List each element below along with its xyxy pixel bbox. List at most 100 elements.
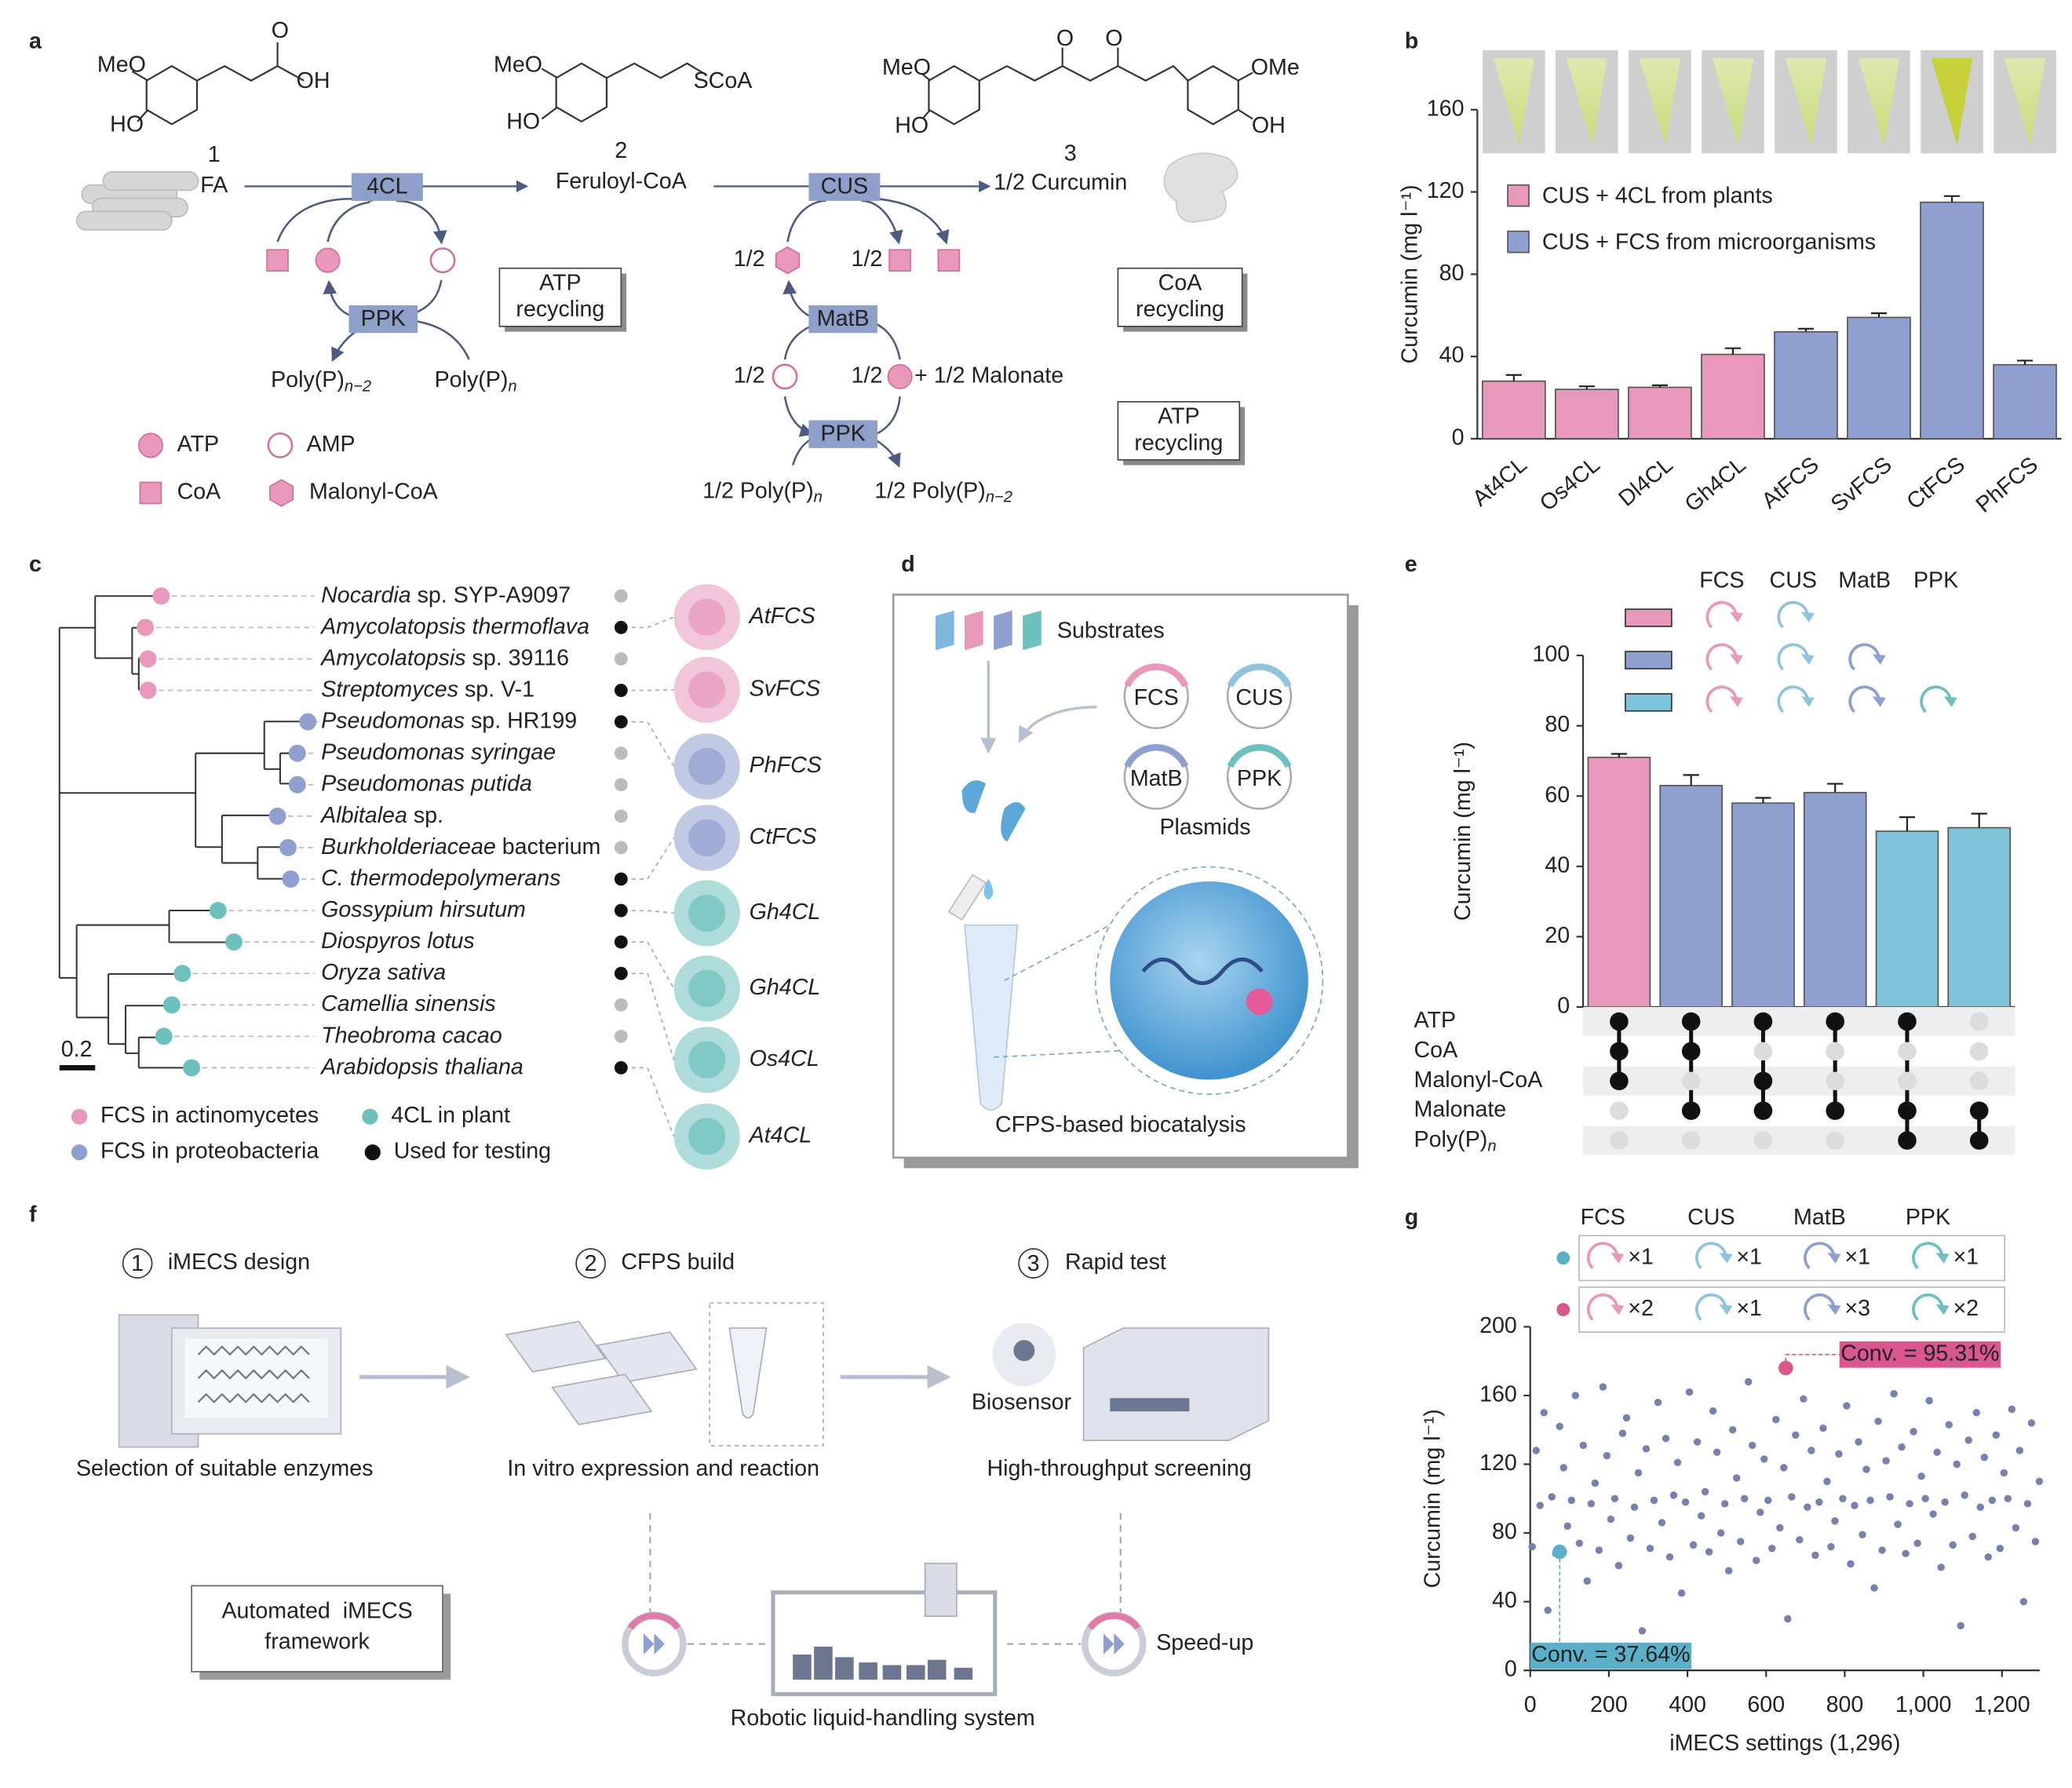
tube-photo-liquid (1639, 58, 1681, 146)
point (1913, 1539, 1921, 1547)
robot-rack (954, 1667, 973, 1680)
tube-photo-liquid (1931, 58, 1973, 146)
y-tick-label: 120 (1427, 178, 1465, 203)
point (1929, 1510, 1937, 1518)
cycle-icon (1920, 685, 1952, 713)
species-suffix: bacterium (496, 834, 601, 859)
atp-circle (887, 363, 913, 389)
species-name: C. thermodepolymerans (321, 866, 560, 891)
amp-circle (772, 363, 798, 390)
point (1831, 1517, 1839, 1525)
log-icon (102, 171, 199, 192)
x-tick-label: 0 (1524, 1692, 1537, 1717)
point (1614, 1561, 1623, 1570)
panel-label: d (901, 552, 914, 577)
bar (1628, 386, 1692, 440)
set-swatch (1625, 651, 1673, 670)
point (1689, 1541, 1698, 1549)
point (1630, 1503, 1639, 1511)
matrix-dot (1969, 1071, 1989, 1091)
leaf-dot (288, 775, 306, 794)
benzene-ring (555, 62, 608, 123)
legend-label: CoA (177, 480, 222, 505)
enzyme-icon-core (688, 819, 726, 857)
enzyme-icon-core (688, 969, 726, 1007)
y-tick-label: 40 (1492, 1588, 1517, 1613)
cell (961, 780, 1026, 842)
point (1953, 1460, 1961, 1469)
species-name: Theobroma cacao (321, 1023, 502, 1048)
x-axis-label: iMECS settings (1,296) (1669, 1731, 1900, 1756)
atom-label: OMe (1251, 55, 1300, 80)
point (1591, 1479, 1600, 1487)
point (1709, 1407, 1717, 1415)
x-tick-label: 400 (1669, 1692, 1706, 1717)
used-dot (614, 903, 628, 918)
point (1611, 1494, 1619, 1502)
used-dot (614, 684, 628, 697)
x-tick-label: 1,200 (1974, 1692, 2030, 1717)
tree-branches (58, 595, 308, 1069)
coa-square (139, 481, 162, 505)
copy-count: ×1 (1736, 1296, 1762, 1321)
enzyme-box (351, 173, 423, 201)
species-genus: C. thermodepolymerans (321, 866, 560, 891)
species-name: Amycolatopsis sp. 39116 (319, 645, 569, 670)
plasmids-label: Plasmids (1159, 815, 1250, 840)
enzyme-box (348, 305, 418, 334)
matrix-dot (1753, 1012, 1773, 1031)
species-name: Nocardia sp. SYP-A9097 (321, 582, 571, 608)
matrix-row-label: Malonate (1414, 1097, 1507, 1122)
point (2004, 1494, 2012, 1502)
bonds (541, 62, 708, 120)
cycle-icon (1848, 643, 1881, 671)
point (1894, 1520, 1902, 1528)
well-plate (551, 1374, 653, 1425)
point (1693, 1438, 1702, 1446)
step-title: iMECS design (168, 1250, 310, 1275)
point (1945, 1421, 1953, 1429)
plasmid-gene (1227, 744, 1292, 768)
tube-photo-liquid (1566, 58, 1608, 146)
tube (964, 924, 1019, 1111)
legend-dot (71, 1108, 88, 1125)
species-genus: Pseudomonas (321, 708, 465, 733)
species-name: Burkholderiaceae bacterium (321, 834, 600, 859)
recycling-label: ATP (539, 271, 582, 296)
x-tick-label: Os4CL (1535, 452, 1605, 516)
zoom-ring (1094, 866, 1324, 1095)
point (1819, 1424, 1827, 1432)
species-name: Amycolatopsis thermoflava (319, 614, 589, 639)
point (2019, 1597, 2028, 1606)
used-dot (614, 589, 628, 603)
x-tick-label: Dl4CL (1614, 452, 1677, 512)
leaf-dot (288, 744, 306, 762)
cycle-arrow (783, 396, 815, 437)
matrix-dot (1610, 1101, 1629, 1120)
compound-number: 1 (208, 142, 221, 167)
species-genus: Camellia sinensis (321, 991, 496, 1016)
used-dot (614, 872, 628, 886)
log-icon (75, 210, 173, 231)
recycling-label: recycling (1134, 430, 1223, 455)
y-tick-label: 80 (1545, 712, 1570, 737)
point (1780, 1464, 1788, 1472)
cycle-arrowhead (1872, 696, 1886, 707)
matrix-dot (1898, 1012, 1917, 1031)
polyphosphate: Poly(P)n (435, 367, 517, 395)
point (1964, 1436, 1972, 1444)
point (1776, 1523, 1784, 1532)
benzene-ring (145, 64, 199, 126)
matrix-dot (1969, 1131, 1989, 1150)
plasmid-gene (1227, 663, 1292, 688)
matrix-dot (1681, 1042, 1701, 1061)
cycle-arrow (861, 199, 903, 245)
tube-cap (947, 874, 987, 921)
used-dot (614, 746, 628, 761)
recycling-label: ATP (1158, 404, 1200, 429)
amp-circle (267, 432, 294, 458)
point (1677, 1589, 1686, 1597)
point (1544, 1606, 1552, 1615)
point (1642, 1445, 1651, 1453)
enzyme-link (631, 721, 675, 767)
